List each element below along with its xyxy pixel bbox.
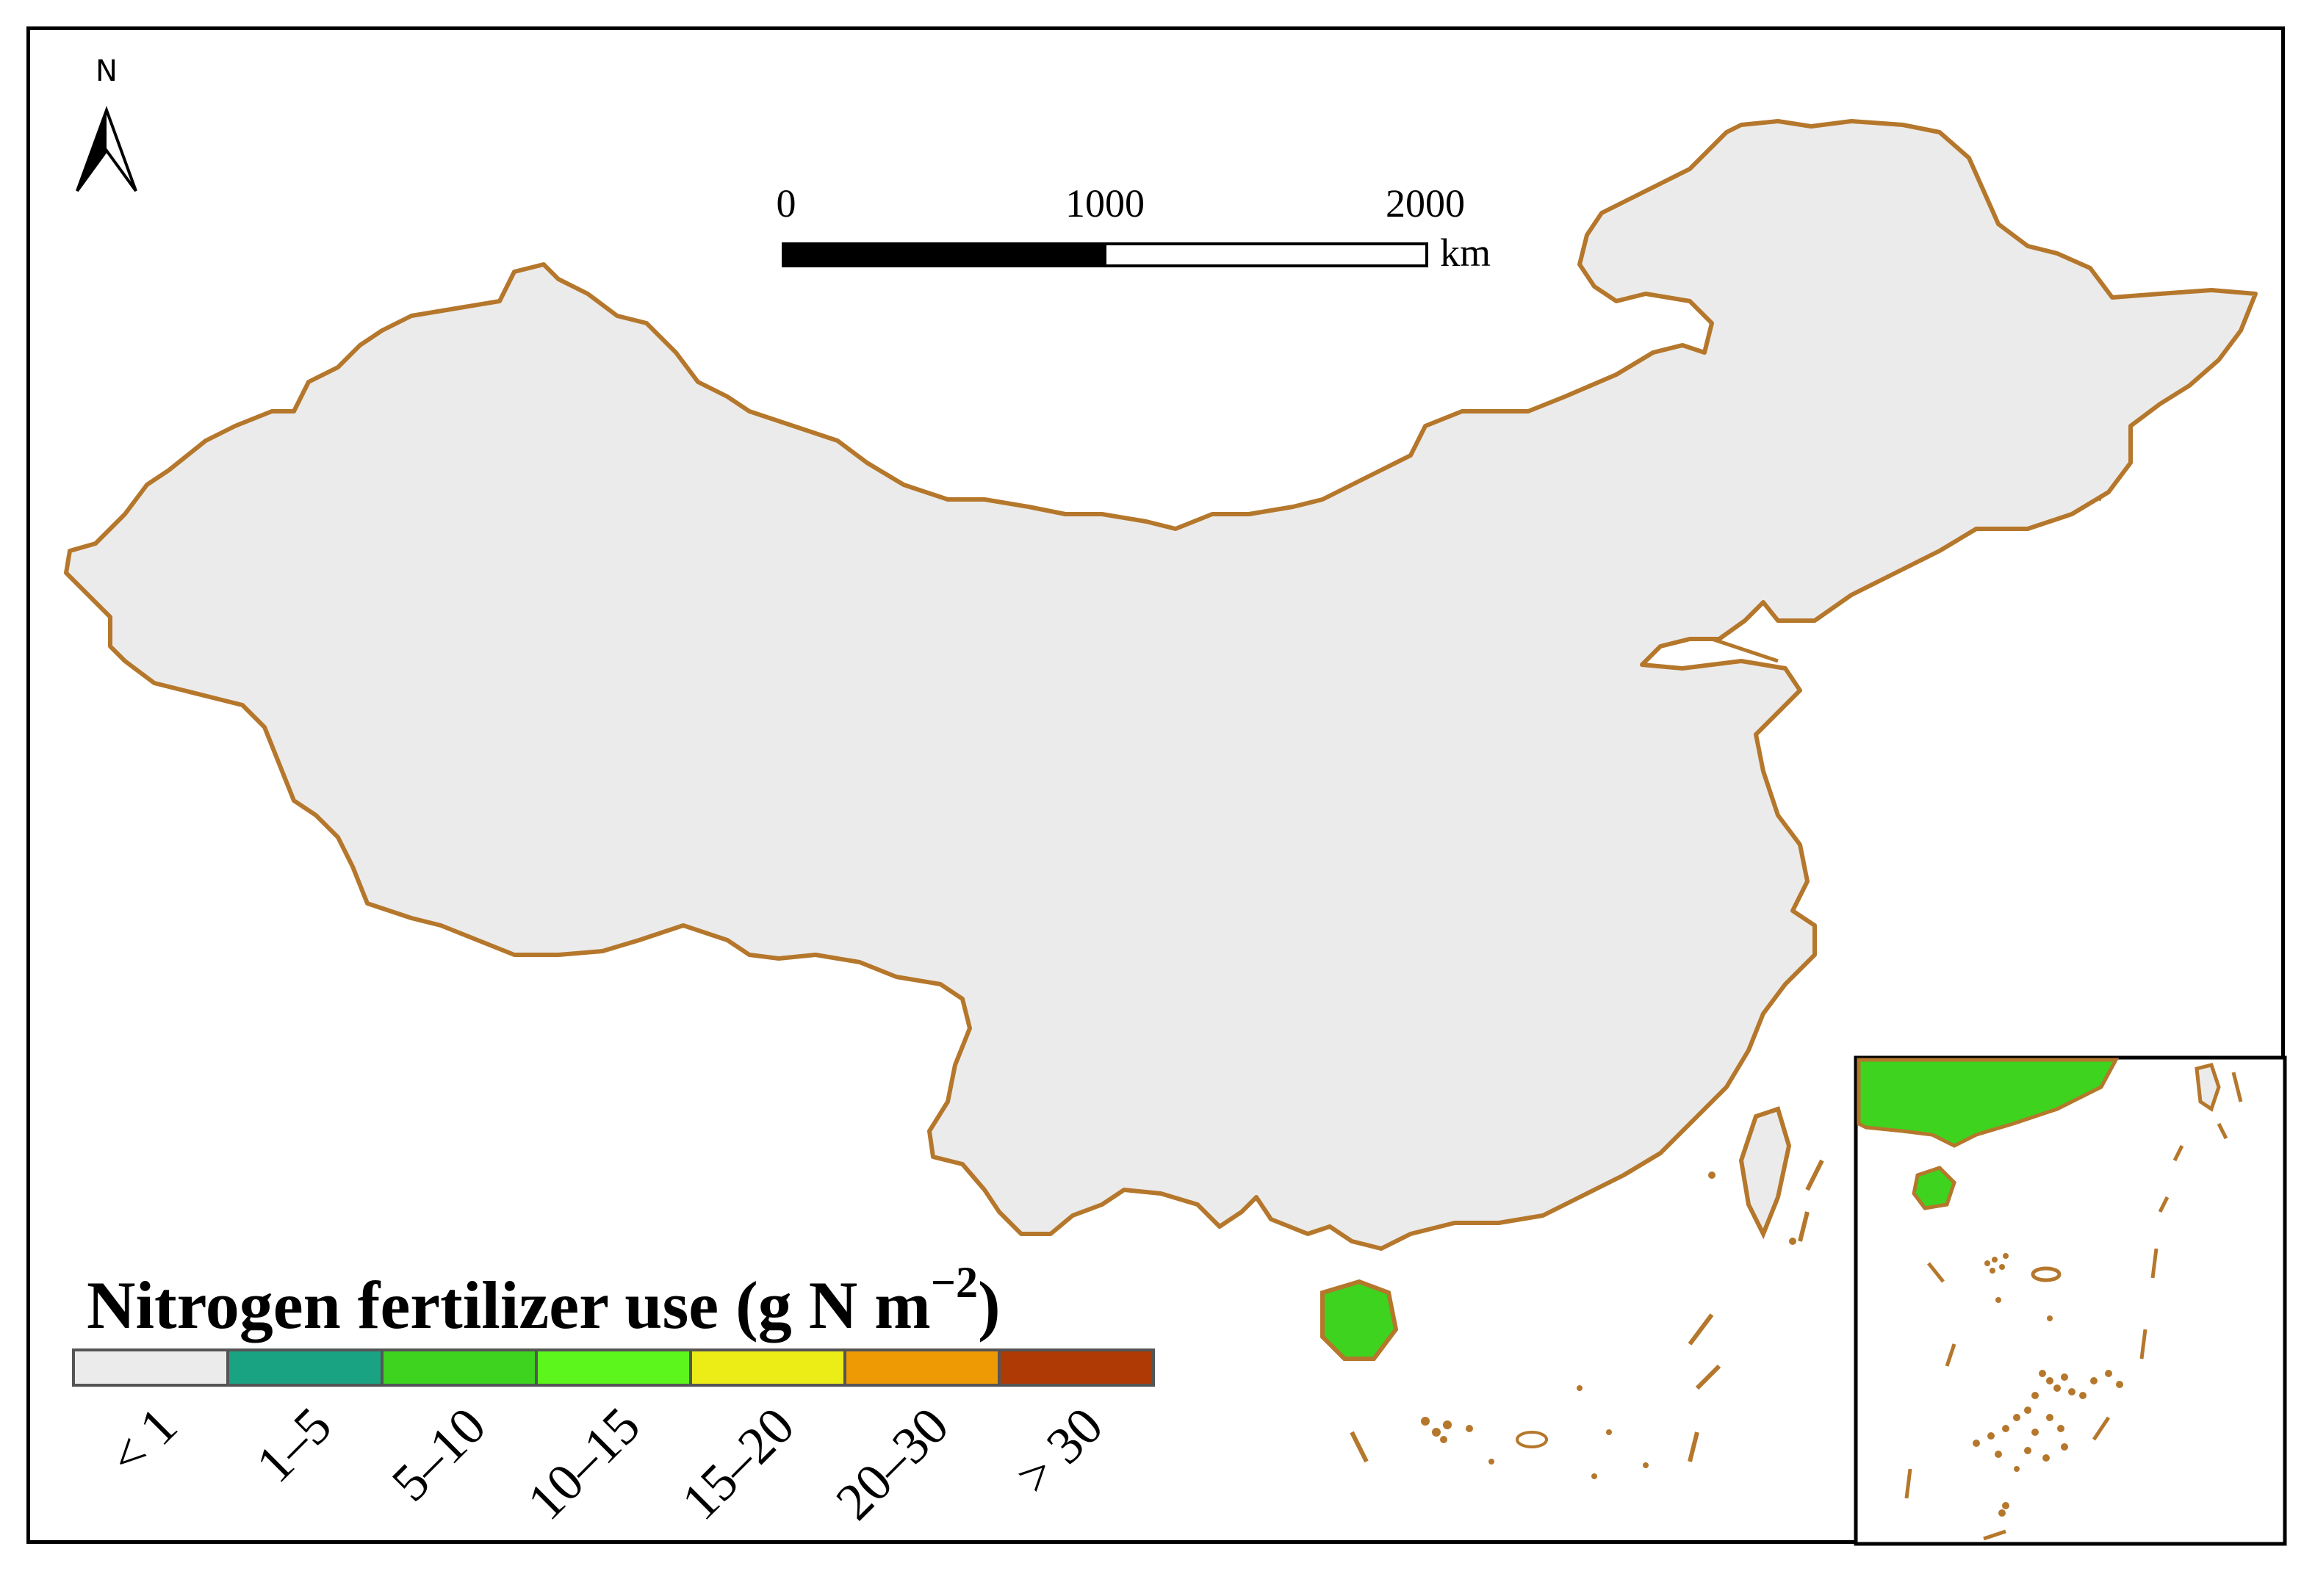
legend-swatch xyxy=(226,1348,384,1387)
scale-tick-1000: 1000 xyxy=(1065,181,1145,225)
legend-label: 1–5 xyxy=(245,1396,342,1494)
legend-swatch xyxy=(998,1348,1155,1387)
inset-map-frame xyxy=(1854,1055,2287,1546)
legend-label: 5–10 xyxy=(381,1396,497,1512)
legend-label: > 30 xyxy=(1004,1396,1114,1506)
taiwan-island xyxy=(1738,1106,1792,1240)
legend-swatch xyxy=(843,1348,1001,1387)
scale-tick-0: 0 xyxy=(777,181,796,225)
hainan-island xyxy=(1320,1279,1399,1361)
legend-swatch xyxy=(72,1348,229,1387)
inset-map xyxy=(1857,1058,2243,1541)
small-islands xyxy=(1421,1171,1796,1479)
legend-label: 15–20 xyxy=(670,1396,805,1531)
legend: Nitrogen fertilizer use (g N m−2) < 1 1–5… xyxy=(72,1258,1155,1531)
legend-title: Nitrogen fertilizer use (g N m−2) xyxy=(87,1258,1001,1343)
north-arrow: N xyxy=(76,54,137,192)
scale-bar: 0 1000 2000 km xyxy=(777,181,1491,275)
legend-swatch xyxy=(381,1348,538,1387)
scale-tick-2000: 2000 xyxy=(1386,181,1465,225)
nine-dash-line xyxy=(1350,1159,1824,1463)
north-label: N xyxy=(96,54,118,88)
legend-swatch xyxy=(535,1348,692,1387)
scale-unit: km xyxy=(1440,231,1491,275)
legend-label: 20–30 xyxy=(824,1396,960,1531)
legend-label: < 1 xyxy=(98,1396,188,1487)
legend-label: 10–15 xyxy=(516,1396,651,1531)
legend-swatch xyxy=(689,1348,846,1387)
